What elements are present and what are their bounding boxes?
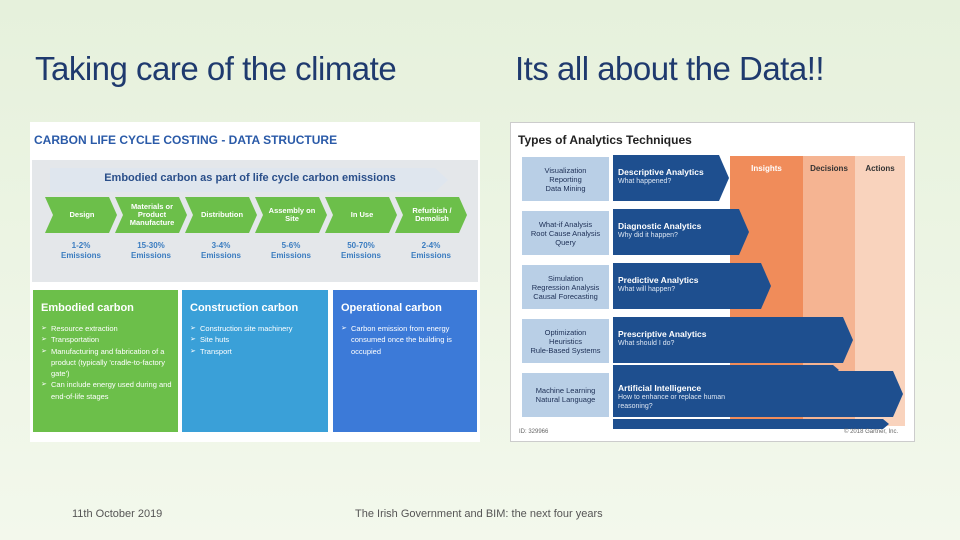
stage-name: Distribution [200, 210, 244, 220]
stage-share: 1-2% [71, 241, 91, 250]
stage-name: In Use [350, 210, 374, 220]
method: Machine Learning [535, 386, 596, 395]
stage-share: 5-6% [281, 241, 301, 250]
box-item: Transportation [41, 334, 172, 346]
technique-name: Artificial Intelligence [618, 383, 702, 393]
technique-name: Diagnostic Analytics [618, 221, 702, 231]
method-box [522, 157, 609, 201]
technique-name: Predictive Analytics [618, 275, 699, 285]
slide-title: Taking care of the climate [35, 50, 397, 87]
carbon-box: Construction carbon Construction site mac… [182, 290, 328, 432]
shapes [613, 155, 903, 429]
technique-question: Why did it happen? [618, 232, 678, 239]
footer: The Irish Government and BIM: the next f… [355, 508, 603, 520]
stage-name: Design [69, 210, 95, 220]
carbon-box: Embodied carbon Resource extractionTransp… [33, 290, 178, 432]
column-header: Decisions [810, 164, 848, 173]
shapes [45, 168, 467, 233]
stage-share: 2-4% [421, 241, 441, 250]
method: Data Mining [545, 183, 586, 193]
method: Heuristics [549, 336, 582, 346]
carbon-figure: CARBON LIFE CYCLE COSTING - DATA STRUCTU… [30, 122, 480, 442]
stage-chevron [185, 197, 257, 233]
stage-share: 3-4% [211, 241, 231, 250]
method-text: Simulation Regression Analysis Causal Fore… [522, 265, 609, 309]
method: Optimization [544, 327, 587, 337]
stage-unit: Emissions [200, 251, 241, 260]
stage-chevron [255, 197, 327, 233]
figure-title: Types of Analytics Techniques [518, 133, 692, 147]
technique-question: What happened? [618, 178, 672, 185]
method: Regression Analysis [531, 282, 600, 292]
box-title: Embodied carbon [41, 302, 134, 314]
stage-chevron [45, 197, 117, 233]
stage-chevron [395, 197, 467, 233]
method: Reporting [549, 174, 582, 184]
stage-unit: Emissions [130, 251, 171, 260]
method-text: Machine Learning Natural Language [522, 373, 609, 417]
technique-question: How to enhance or replace human reasonin… [618, 394, 726, 410]
arrow [613, 263, 771, 309]
method: Rule-Based Systems [530, 345, 601, 355]
method: Visualization [544, 165, 587, 175]
method: Natural Language [535, 395, 596, 404]
method-box [522, 319, 609, 363]
method-text: Visualization Reporting Data Mining [522, 157, 609, 201]
stage-name: Assembly on Site [268, 206, 316, 223]
technique-name: Descriptive Analytics [618, 167, 704, 177]
method: Causal Forecasting [533, 291, 598, 301]
date: 11th October 2019 [72, 508, 163, 520]
box-item: Site huts [190, 334, 322, 346]
arrow [613, 209, 749, 255]
stage-name: Refurbish / Demolish [412, 206, 452, 223]
stage-share: 50-70% [347, 241, 375, 250]
arrow-bar [613, 419, 889, 429]
technique-name: Prescriptive Analytics [618, 329, 707, 339]
technique-question: What will happen? [618, 286, 676, 293]
carbon-box: Operational carbon Carbon emission from e… [333, 290, 477, 432]
column-header: Actions [865, 164, 895, 173]
method: Root Cause Analysis [530, 228, 601, 238]
box-item: Manufacturing and fabrication of a produ… [41, 346, 172, 380]
stage-chevron [325, 197, 397, 233]
arrow [613, 317, 853, 363]
stage-chevron [115, 197, 187, 233]
method-box [522, 373, 609, 417]
box-title: Construction carbon [190, 302, 299, 314]
box-title: Operational carbon [341, 302, 442, 314]
stage-unit: Emissions [340, 251, 381, 260]
figure-title: CARBON LIFE CYCLE COSTING - DATA STRUCTU… [34, 133, 338, 147]
arrow [613, 155, 729, 201]
method-text: What-if Analysis Root Cause Analysis Query [522, 211, 609, 255]
column-header: Insights [751, 164, 782, 173]
banner [50, 168, 448, 192]
method-text: Optimization Heuristics Rule-Based Systems [522, 319, 609, 363]
banner-text: Embodied carbon as part of life cycle ca… [104, 172, 396, 184]
arrow [613, 371, 903, 417]
figure-copyright: © 2018 Gartner, Inc. [844, 429, 899, 435]
method-box [522, 211, 609, 255]
method: Simulation [547, 273, 584, 283]
stage-unit: Emissions [60, 251, 101, 260]
figure-id: ID: 329966 [519, 429, 549, 435]
box-item: Carbon emission from energy consumed onc… [341, 323, 471, 357]
technique-question: What should I do? [618, 340, 675, 347]
stage-unit: Emissions [410, 251, 451, 260]
method-box [522, 265, 609, 309]
slide-title: Its all about the Data!! [515, 50, 825, 87]
box-item: Can include energy used during and end-o… [41, 379, 172, 402]
method: What-if Analysis [538, 219, 593, 229]
method: Query [555, 237, 576, 247]
stage-unit: Emissions [270, 251, 311, 260]
analytics-figure: Types of Analytics Techniques Insights Dec… [510, 122, 915, 442]
box-item: Transport [190, 346, 322, 358]
box-item: Construction site machinery [190, 323, 322, 335]
box-item: Resource extraction [41, 323, 172, 335]
stage-share: 15-30% [137, 241, 165, 250]
stage-name: Materials or Product Manufacture [129, 202, 175, 227]
